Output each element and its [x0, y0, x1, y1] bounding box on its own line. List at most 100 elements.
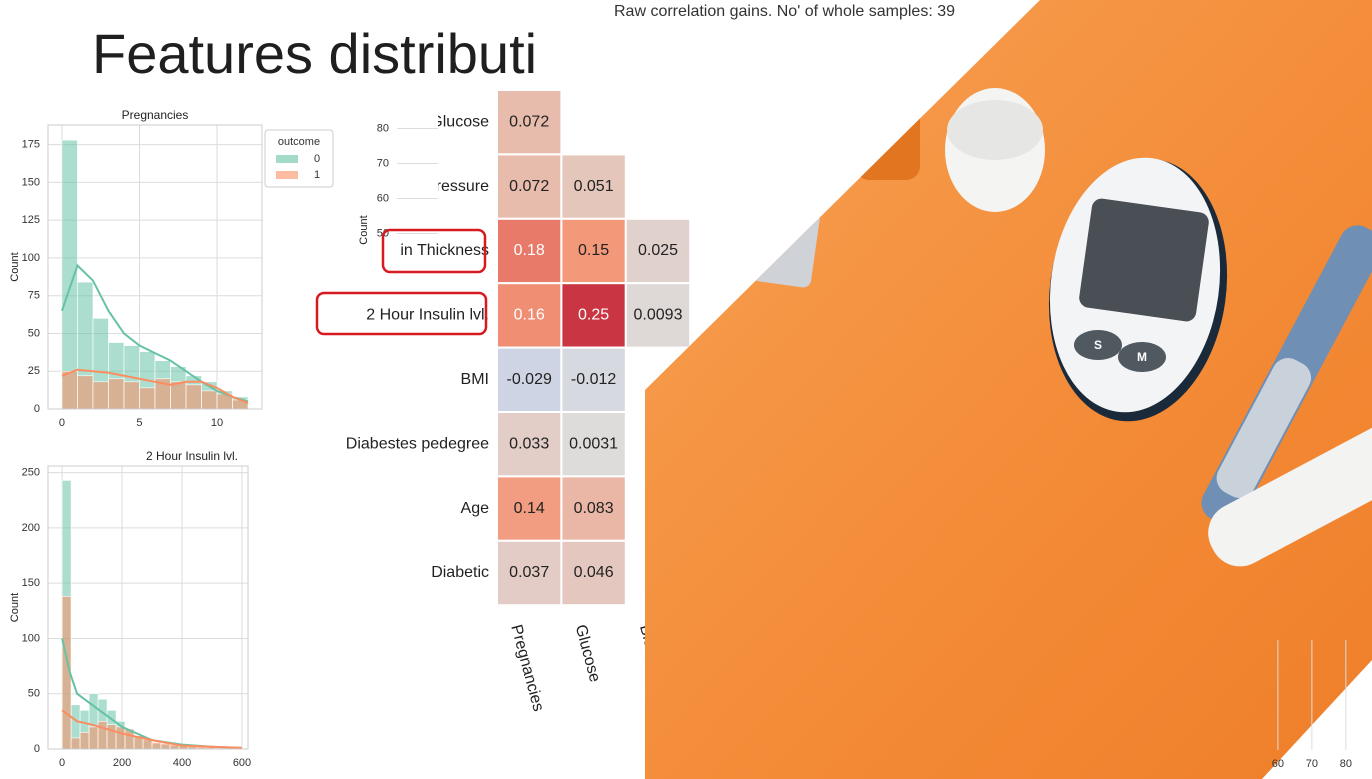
bar	[61, 596, 72, 749]
column-label: Pregnancies	[507, 623, 546, 713]
x-tick-label: 70	[1306, 758, 1318, 770]
row-label: BMI	[461, 371, 489, 388]
y-tick-label: 60	[377, 192, 389, 204]
row-label: Glucose	[430, 113, 489, 130]
pill-cap-top	[947, 100, 1043, 160]
lancet-device	[1208, 418, 1372, 567]
bar	[201, 390, 218, 409]
x-tick-label: 80	[1340, 758, 1352, 770]
y-axis-label: Count	[9, 593, 21, 622]
cell-label: 0.033	[509, 435, 549, 452]
meter-screen	[1079, 198, 1209, 322]
legend-swatch	[276, 171, 298, 179]
heatmap-cell	[496, 153, 563, 220]
bar	[61, 139, 78, 409]
x-tick-label: 600	[233, 757, 251, 769]
x-tick-label: 60	[1272, 758, 1284, 770]
heatmap-cell	[560, 346, 627, 414]
y-tick-label: 175	[22, 139, 40, 151]
cell-label: -0.012	[571, 371, 616, 388]
cell-label: 0.072	[509, 178, 549, 195]
x-tick-label: 5	[136, 417, 142, 429]
heatmap-cell	[560, 411, 627, 478]
x-tick-label: 400	[173, 757, 191, 769]
column-label: Glucose	[572, 623, 604, 684]
button-m: M	[1137, 350, 1147, 364]
button-s: S	[1094, 338, 1102, 352]
cell-label: 0.0031	[569, 435, 618, 452]
y-tick-label: 50	[28, 327, 40, 339]
kde-line	[61, 368, 249, 404]
cell-label: -0.029	[507, 371, 552, 388]
bar	[139, 387, 156, 409]
row-label: 2 Hour Insulin lvl.	[366, 307, 489, 324]
kde-line	[61, 263, 249, 403]
cell-label: 0.072	[509, 113, 549, 130]
heatmap-cell	[624, 282, 692, 349]
meter-button	[1074, 330, 1122, 360]
y-tick-label: 100	[22, 252, 40, 264]
photo: S M	[645, 0, 1372, 779]
bar	[170, 381, 187, 409]
cell-label: 0.0093	[634, 307, 683, 324]
corner-chart-layer: 60 70 80	[1272, 640, 1352, 770]
y-tick-label: 75	[28, 290, 40, 302]
row-label: Age	[461, 500, 490, 517]
cell-label: 0.046	[574, 564, 614, 581]
legend-label: 1	[314, 169, 320, 181]
bar	[77, 375, 94, 409]
heatmap-cell	[560, 153, 627, 220]
row-label: Diabetic	[431, 564, 489, 581]
cell-label: 0.025	[638, 242, 678, 259]
legend: outcome 0 1	[264, 129, 334, 188]
bar	[185, 384, 202, 409]
chart-title: Pregnancies	[122, 108, 189, 122]
x-tick-label: 0	[59, 417, 65, 429]
y-tick-label: 70	[377, 157, 389, 169]
heatmap-cell	[496, 475, 563, 542]
y-axis-label: Count	[358, 215, 370, 244]
cell-label: 0.15	[578, 242, 609, 259]
y-tick-label: 80	[377, 122, 389, 134]
bar	[61, 370, 78, 409]
overlay-mask	[340, 215, 400, 270]
legend-title: outcome	[278, 136, 320, 148]
x-tick-label: 0	[59, 757, 65, 769]
cell-label: 0.051	[574, 178, 614, 195]
bar	[115, 726, 126, 749]
bar	[106, 724, 117, 749]
kde-line	[61, 709, 243, 749]
y-tick-label: 25	[28, 365, 40, 377]
bar	[108, 378, 125, 409]
y-axis-label: Count	[9, 252, 21, 281]
y-tick-label: 200	[22, 522, 40, 534]
y-tick-label: 100	[22, 632, 40, 644]
bar	[79, 732, 90, 749]
cell-label: 0.16	[514, 307, 545, 324]
legend-label: 0	[314, 153, 320, 165]
plot-area	[61, 139, 249, 409]
bar	[92, 381, 109, 409]
cell-label: 0.14	[514, 500, 545, 517]
row-label: Skin Thickness	[382, 242, 489, 259]
heatmap-cell	[496, 539, 563, 607]
cell-label: 0.037	[509, 564, 549, 581]
heatmap-cell	[496, 217, 563, 285]
y-tick-label: 125	[22, 214, 40, 226]
bar	[151, 742, 162, 749]
y-tick-label: 150	[22, 577, 40, 589]
heatmap-title: Raw correlation gains. No' of whole samp…	[614, 3, 955, 20]
plot-area	[61, 480, 243, 749]
y-tick-label: 0	[34, 743, 40, 755]
bar	[70, 737, 81, 749]
bar	[88, 726, 99, 749]
x-tick-label: 10	[211, 417, 223, 429]
heatmap-cell	[560, 539, 627, 607]
meter-button	[1118, 342, 1166, 372]
cell-label: 0.083	[574, 500, 614, 517]
